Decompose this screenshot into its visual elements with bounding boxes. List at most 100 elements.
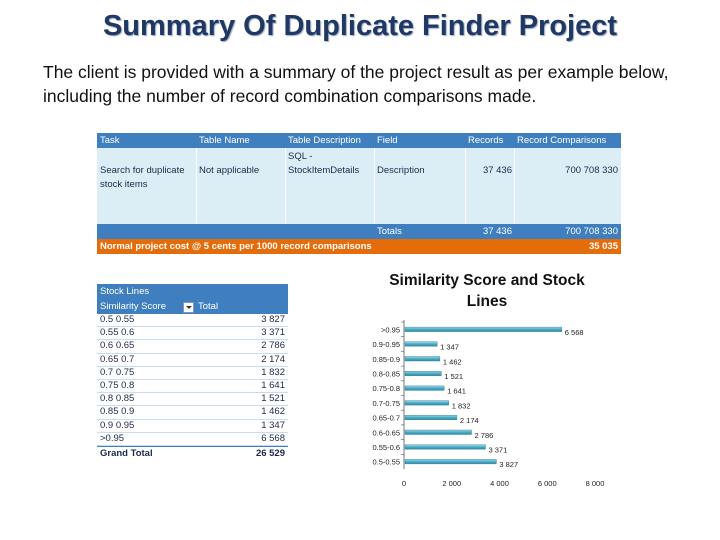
- pivot-row: 0.55 0.6 3 371: [97, 327, 288, 341]
- pivot-row: 0.9 0.95 1 347: [97, 420, 288, 433]
- bar: [404, 356, 441, 362]
- x-tick-label: 6 000: [538, 479, 557, 488]
- pivot-row-score: 0.85 0.9: [100, 406, 135, 418]
- pivot-row-score: 0.65 0.7: [100, 353, 135, 365]
- pivot-row-score: 0.75 0.8: [100, 379, 135, 391]
- data-label: 2 174: [460, 416, 479, 425]
- cell-task-line2: stock items: [100, 179, 148, 190]
- y-tick-label: 0.9-0.95: [372, 340, 400, 349]
- pivot-row-total: 1 521: [261, 393, 285, 405]
- pivot-row-total: 2 786: [261, 340, 285, 352]
- summary-table-totals-row: Totals 37 436 700 708 330: [97, 224, 621, 239]
- y-tick-label: 0.65-0.7: [372, 414, 400, 423]
- pivot-row: 0.8 0.85 1 521: [97, 393, 288, 407]
- pivot-col-similarity-score: Similarity Score: [100, 301, 166, 312]
- project-cost-value: 35 035: [588, 241, 618, 252]
- bar: [404, 400, 449, 406]
- summary-table-body: Search for duplicate stock items Not app…: [97, 148, 621, 239]
- pivot-header-row: Similarity Score Total: [97, 299, 288, 314]
- filter-dropdown-icon[interactable]: [183, 302, 194, 313]
- data-label: 2 786: [475, 431, 494, 440]
- bar: [404, 371, 442, 376]
- data-label: 1 641: [447, 387, 466, 396]
- totals-record-comparisons: 700 708 330: [565, 226, 618, 237]
- y-tick-label: 0.6-0.65: [372, 428, 400, 437]
- data-label: 1 462: [443, 357, 462, 366]
- header-record-comparisons: Record Comparisons: [517, 135, 607, 146]
- cell-table-name: Not applicable: [199, 165, 260, 176]
- totals-label: Totals: [377, 226, 402, 237]
- pivot-row-score: 0.9 0.95: [100, 419, 135, 431]
- pivot-row: 0.75 0.8 1 641: [97, 379, 288, 394]
- header-table-description: Table Description: [288, 135, 361, 146]
- y-tick-label: 0.7-0.75: [372, 399, 400, 408]
- pivot-row-total: 1 832: [261, 366, 285, 378]
- pivot-row-score: 0.8 0.85: [100, 393, 135, 405]
- pivot-row-score: 0.55 0.6: [100, 327, 135, 339]
- pivot-row-total: 1 462: [261, 406, 285, 418]
- header-table-name: Table Name: [199, 135, 250, 146]
- y-tick-label: 0.8-0.85: [372, 369, 400, 378]
- pivot-row: 0.65 0.7 2 174: [97, 354, 288, 367]
- cell-table-description-line2: StockItemDetails: [288, 165, 360, 176]
- pivot-row: 0.7 0.75 1 832: [97, 367, 288, 380]
- pivot-row-total: 1 641: [261, 379, 285, 391]
- intro-paragraph: The client is provided with a summary of…: [43, 62, 669, 106]
- pivot-row: >0.95 6 568: [97, 433, 288, 446]
- slide-title: Summary Of Duplicate Finder Project: [102, 10, 618, 42]
- similarity-bar-chart: >0.95 6 568 0.9-0.95 1 347 0.85-0.9 1 462 0.8-…: [372, 320, 605, 488]
- pivot-row-total: 3 371: [261, 327, 285, 339]
- grand-total-value: 26 529: [255, 447, 285, 459]
- y-tick-label: 0.5-0.55: [372, 458, 400, 467]
- pivot-title: Stock Lines: [100, 286, 150, 297]
- data-label: 3 827: [499, 460, 518, 469]
- y-tick-label: 0.85-0.9: [372, 355, 400, 364]
- data-label: 6 568: [565, 328, 584, 337]
- pivot-row: 0.85 0.9 1 462: [97, 406, 288, 420]
- cell-field: Description: [377, 165, 425, 176]
- header-field: Field: [377, 135, 398, 146]
- bar: [404, 385, 445, 391]
- pivot-row-total: 2 174: [261, 353, 285, 365]
- chart-title-line1: Similarity Score and Stock: [389, 272, 585, 289]
- summary-table: Task Table Name Table Description Field …: [97, 133, 621, 254]
- cell-task-line1: Search for duplicate: [100, 165, 185, 176]
- pivot-row-total: 1 347: [261, 419, 285, 431]
- totals-records: 37 436: [482, 226, 512, 237]
- chart-title: Similarity Score and Stock Lines: [372, 270, 602, 312]
- pivot-row: 0.6 0.65 2 786: [97, 340, 288, 354]
- cell-table-description-line1: SQL -: [288, 151, 313, 162]
- bar: [404, 341, 438, 347]
- pivot-grand-total-row: Grand Total 26 529: [97, 445, 288, 460]
- data-label: 1 521: [444, 372, 463, 381]
- summary-table-header: Task Table Name Table Description Field …: [97, 133, 621, 148]
- pivot-title-row: Stock Lines: [97, 284, 288, 299]
- y-tick-label: >0.95: [381, 325, 400, 334]
- data-label: 1 347: [440, 343, 459, 352]
- pivot-table: Stock Lines Similarity Score Total 0.5 0…: [97, 284, 288, 460]
- pivot-row-score: >0.95: [100, 432, 125, 444]
- header-task: Task: [100, 135, 120, 146]
- project-cost-row: Normal project cost @ 5 cents per 1000 r…: [97, 239, 621, 254]
- pivot-row: 0.5 0.55 3 827: [97, 314, 288, 328]
- pivot-row-total: 3 827: [261, 314, 285, 325]
- data-label: 1 832: [452, 401, 471, 410]
- bar: [404, 444, 486, 450]
- data-label: 3 371: [488, 445, 507, 454]
- y-tick-label: 0.75-0.8: [372, 384, 400, 393]
- grand-total-label: Grand Total: [100, 447, 153, 459]
- project-cost-label: Normal project cost @ 5 cents per 1000 r…: [100, 241, 372, 252]
- cell-record-comparisons: 700 708 330: [565, 165, 618, 176]
- bar: [404, 429, 472, 435]
- cell-records: 37 436: [482, 165, 512, 176]
- x-tick-label: 4 000: [490, 479, 509, 488]
- header-records: Records: [468, 135, 504, 146]
- pivot-row-total: 6 568: [261, 432, 285, 444]
- pivot-col-total: Total: [198, 301, 219, 312]
- x-tick-label: 2 000: [442, 479, 461, 488]
- bar: [404, 326, 563, 332]
- x-tick-label: 0: [402, 479, 406, 488]
- x-tick-label: 8 000: [586, 479, 605, 488]
- pivot-row-score: 0.7 0.75: [100, 366, 135, 378]
- y-tick-label: 0.55-0.6: [372, 443, 400, 452]
